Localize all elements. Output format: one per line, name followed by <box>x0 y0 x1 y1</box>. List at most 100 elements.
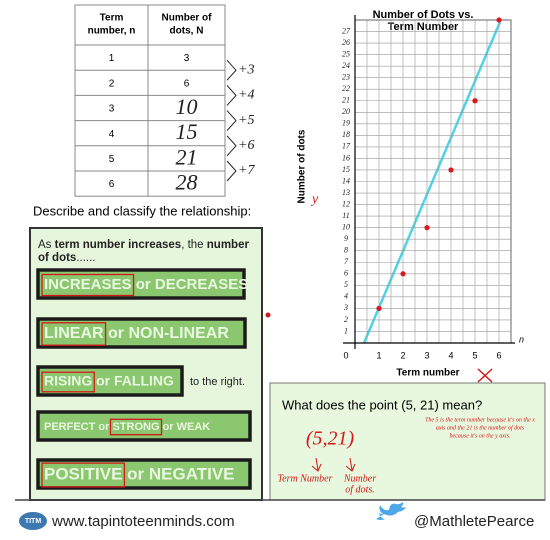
x-tick-label: 2 <box>400 350 405 360</box>
note-line: axis and the 21 is the number of dots <box>436 424 525 431</box>
data-point <box>424 225 430 231</box>
option-box <box>36 317 247 349</box>
table-cell: 2 <box>109 78 115 89</box>
stray-dot <box>265 312 271 318</box>
y-tick-label: 13 <box>342 188 350 197</box>
difference-bracket <box>226 160 237 182</box>
y-tick-label: 26 <box>342 38 350 47</box>
text-segment: STRONG <box>112 421 159 433</box>
data-point <box>472 98 478 104</box>
text-segment: number <box>207 239 250 251</box>
y-tick-label: 9 <box>344 234 348 243</box>
y-tick-label: 21 <box>342 96 350 105</box>
y-tick-label: 24 <box>342 61 350 70</box>
y-tick-label: 19 <box>342 119 350 128</box>
label-y: Number <box>343 473 376 484</box>
text-segment: or NEGATIVE <box>122 464 234 483</box>
option-suffix: to the right. <box>190 376 245 388</box>
circled-box <box>41 322 107 346</box>
trend-line <box>362 21 502 344</box>
text-segment: of dots <box>38 252 76 264</box>
option-box <box>36 458 252 490</box>
y-tick-label: 7 <box>344 257 349 266</box>
difference-bracket <box>226 135 237 157</box>
text-segment: As <box>38 239 55 251</box>
circled-box <box>41 462 126 488</box>
logo-text: TITM <box>25 518 41 525</box>
y-tick-label: 23 <box>342 73 350 82</box>
x-axis-label: Term number <box>396 368 459 379</box>
text-segment: or FALLING <box>92 373 174 389</box>
text-segment: or WEAK <box>160 421 211 433</box>
text-segment: or DECREASES <box>132 276 249 293</box>
logo <box>19 512 47 530</box>
twitter-icon <box>376 502 406 520</box>
point-handwritten: (5,21) <box>306 428 355 450</box>
handle[interactable]: @MathletePearce <box>414 513 534 530</box>
difference-bracket <box>226 110 237 131</box>
y-tick-label: 5 <box>344 280 348 289</box>
chart-title: Number of Dots vs. <box>373 9 474 21</box>
red-cross <box>477 368 493 383</box>
table-header: dots, N <box>170 26 204 37</box>
circled-box <box>41 371 95 393</box>
table-cell: 6 <box>109 179 115 190</box>
table-cell: 1 <box>109 53 115 64</box>
y-tick-label: 14 <box>342 176 350 185</box>
question-box <box>269 382 546 501</box>
table-cell: 4 <box>109 129 115 140</box>
y-tick-label: 15 <box>342 165 350 174</box>
y-tick-label: 8 <box>344 246 348 255</box>
difference: +6 <box>238 138 254 153</box>
handwritten-cell: 28 <box>176 170 198 195</box>
y-tick-label: 11 <box>342 211 349 220</box>
y-tick-label: 3 <box>343 303 348 312</box>
y-mark: y <box>310 192 319 207</box>
table-cell: 3 <box>109 104 115 115</box>
prompt: Describe and classify the relationship: <box>33 203 251 218</box>
circled-box <box>41 273 135 297</box>
site[interactable]: www.tapintoteenminds.com <box>51 513 235 530</box>
note-line: The 5 is the term number because it's on… <box>425 417 535 423</box>
y-tick-label: 4 <box>344 292 348 301</box>
text-segment: RISING <box>44 373 92 389</box>
table-cell: 6 <box>184 78 190 89</box>
data-point <box>400 271 406 277</box>
table-cell: 5 <box>109 154 115 165</box>
text-segment: PERFECT or <box>44 421 112 433</box>
difference: +5 <box>238 113 254 128</box>
label-y: of dots. <box>345 484 374 495</box>
table-header: Number of <box>162 13 213 24</box>
arrows <box>311 457 356 472</box>
x-tick-label: 5 <box>472 350 477 360</box>
handwritten-cell: 15 <box>176 119 198 144</box>
table-cell: 3 <box>184 53 190 64</box>
table-header: number, n <box>88 26 136 37</box>
data-point <box>448 167 454 173</box>
data-point <box>496 17 502 23</box>
text-segment: POSITIVE <box>44 464 122 483</box>
y-tick-label: 22 <box>342 84 350 93</box>
handwritten-cell: 21 <box>176 144 198 169</box>
difference-bracket <box>226 85 237 106</box>
y-tick-label: 25 <box>342 49 350 58</box>
text-segment: ...... <box>76 252 95 264</box>
y-tick-label: 6 <box>344 269 348 278</box>
difference-bracket <box>226 59 237 81</box>
text-segment: LINEAR <box>44 325 104 342</box>
difference: +3 <box>238 62 254 77</box>
x-var: n <box>519 334 524 344</box>
y-tick-label: 2 <box>344 315 348 324</box>
text-segment: term number increases <box>55 239 182 251</box>
question: What does the point (5, 21) mean? <box>282 397 482 412</box>
y-tick-label: 12 <box>342 199 350 208</box>
x-tick-label: 1 <box>376 350 381 360</box>
x-tick-label: 3 <box>424 350 429 360</box>
y-tick-label: 10 <box>342 222 350 231</box>
handwritten-cell: 10 <box>176 94 198 119</box>
y-axis-label: Number of dots <box>297 129 308 203</box>
x-tick-label: 6 <box>496 350 501 360</box>
label-x: Term Number <box>278 473 333 484</box>
